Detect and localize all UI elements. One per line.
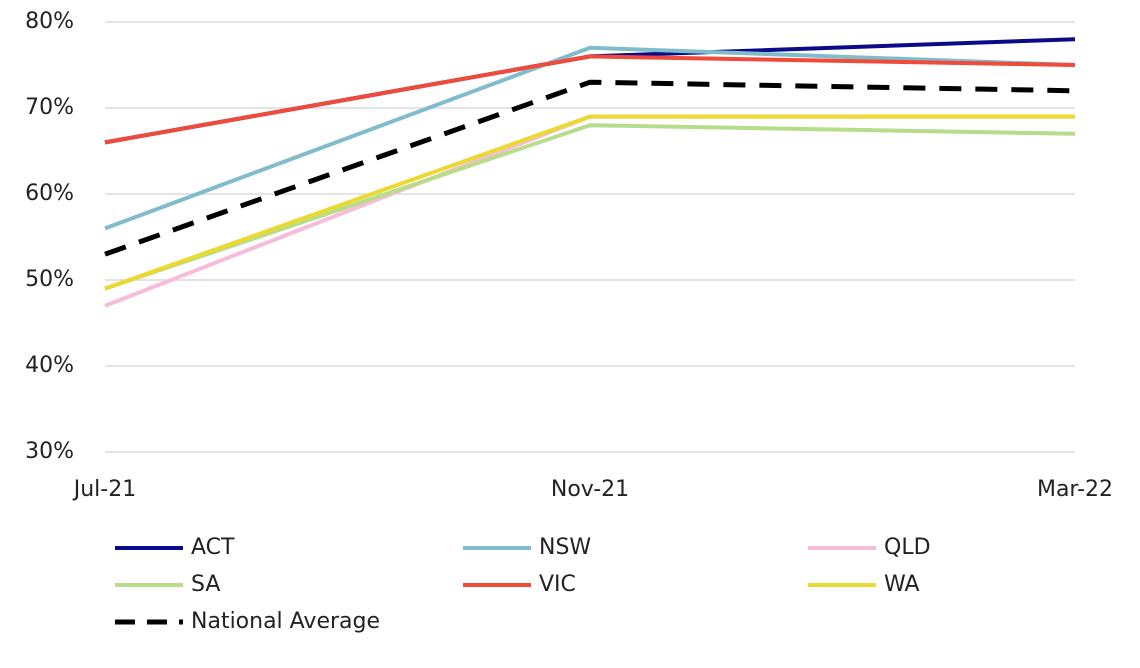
- legend-label: NSW: [539, 535, 591, 560]
- y-tick-label: 70%: [25, 95, 74, 120]
- y-tick-label: 30%: [25, 439, 74, 464]
- series-line: [104, 114, 1075, 291]
- y-tick-label: 50%: [25, 267, 74, 292]
- series-line: [104, 123, 1076, 291]
- y-tick-label: 40%: [25, 353, 74, 378]
- legend-label: National Average: [191, 609, 380, 634]
- x-tick-label: Mar-22: [1037, 477, 1113, 502]
- series-line: [104, 45, 1076, 231]
- x-tick-label: Jul-21: [72, 477, 136, 502]
- y-tick-label: 80%: [25, 9, 74, 34]
- legend-label: VIC: [539, 572, 576, 597]
- series-line: [104, 114, 1075, 308]
- legend-label: QLD: [884, 535, 931, 560]
- series-line: [104, 54, 1076, 145]
- legend-label: WA: [884, 572, 920, 597]
- legend-label: SA: [191, 572, 220, 597]
- series-line: [104, 79, 1076, 257]
- x-tick-label: Nov-21: [551, 477, 629, 502]
- legend-label: ACT: [191, 535, 235, 560]
- y-tick-label: 60%: [25, 181, 74, 206]
